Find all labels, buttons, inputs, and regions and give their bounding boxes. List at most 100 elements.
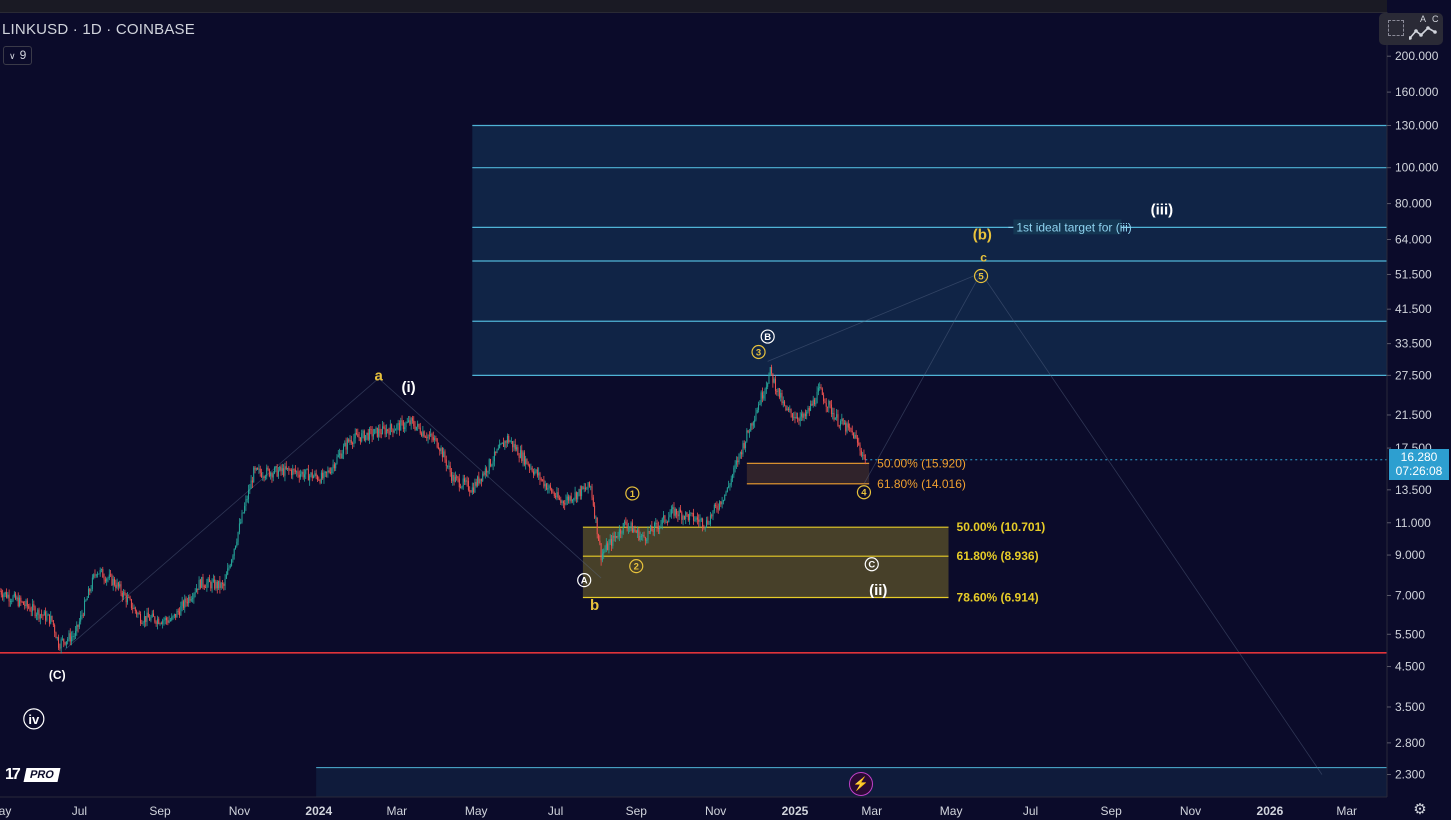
- indicators-toggle-button[interactable]: ∨ 9: [3, 46, 33, 65]
- candle-body: [214, 579, 216, 589]
- candle-body: [800, 413, 802, 417]
- price-tick-label: 27.500: [1395, 368, 1432, 382]
- candle-body: [569, 496, 571, 501]
- candle-body: [720, 501, 722, 505]
- candle-body: [48, 614, 50, 624]
- candle-body: [263, 476, 265, 478]
- candle-body: [162, 620, 164, 624]
- candle-body: [43, 611, 45, 616]
- candle-body: [300, 474, 302, 478]
- candle-body: [160, 623, 162, 625]
- wave-label-circle: [23, 708, 45, 730]
- candle-body: [413, 420, 415, 427]
- candle-body: [685, 512, 687, 519]
- tradingview-logo[interactable]: 17 PRO: [5, 766, 61, 784]
- candle-body: [847, 423, 849, 428]
- candle-body: [752, 422, 754, 426]
- candle-body: [778, 388, 780, 398]
- candle-body: [577, 492, 579, 500]
- candle-body: [799, 416, 801, 421]
- candle-body: [320, 472, 322, 483]
- lightning-icon[interactable]: ⚡: [849, 772, 873, 796]
- candle-body: [854, 434, 856, 439]
- candle-body: [859, 444, 861, 451]
- candle-body: [690, 512, 692, 514]
- candle-body: [470, 491, 472, 493]
- candle-body: [233, 548, 235, 556]
- candle-body: [13, 593, 15, 597]
- candle-body: [558, 498, 560, 500]
- candle-body: [596, 517, 598, 535]
- candle-body: [150, 617, 152, 621]
- candle-body: [621, 533, 623, 534]
- candle-body: [71, 636, 73, 642]
- candle-body: [168, 620, 170, 623]
- candle-body: [244, 505, 246, 513]
- candle-body: [527, 464, 529, 466]
- candle-body: [322, 472, 324, 479]
- candle-body: [424, 437, 426, 438]
- candle-body: [123, 591, 125, 598]
- candle-body: [514, 444, 516, 450]
- candle-body: [29, 607, 31, 611]
- candle-body: [249, 488, 251, 490]
- candle-body: [93, 574, 95, 578]
- candle-body: [205, 587, 207, 589]
- candle-body: [56, 637, 58, 639]
- candle-body: [218, 580, 220, 589]
- candle-body: [473, 487, 475, 493]
- wave-label: a: [374, 367, 383, 384]
- candle-body: [107, 577, 109, 579]
- candle-body: [336, 456, 338, 464]
- candle-body: [774, 378, 776, 392]
- candle-body: [301, 472, 303, 475]
- candle-body: [564, 503, 566, 505]
- candle-body: [100, 569, 102, 570]
- candle-body: [549, 485, 551, 489]
- candle-body: [72, 636, 74, 637]
- candle-body: [730, 478, 732, 485]
- candle-body: [125, 595, 127, 603]
- candle-body: [456, 476, 458, 478]
- target-label: 1st ideal target for (iii): [1016, 220, 1131, 234]
- candle-body: [635, 531, 637, 533]
- candle-body: [186, 602, 188, 604]
- candle-body: [465, 480, 467, 482]
- candle-body: [851, 431, 853, 433]
- candle-body: [305, 469, 307, 475]
- auto-scale-button[interactable]: A C: [1379, 13, 1443, 45]
- candle-body: [319, 479, 321, 483]
- labels-layer: 50.00% (10.701) 61.80% (8.936) 78.60% (6.9…: [23, 202, 1173, 730]
- candle-body: [409, 420, 411, 425]
- candle-body: [747, 430, 749, 433]
- wave-label-circle: [577, 573, 592, 588]
- candle-body: [853, 432, 855, 439]
- candle-body: [700, 518, 702, 520]
- candle-body: [354, 433, 356, 439]
- candle-body: [119, 584, 121, 587]
- candle-body: [67, 639, 69, 642]
- candle-body: [846, 423, 848, 432]
- candle-body: [439, 448, 441, 452]
- candle-body: [497, 448, 499, 450]
- candle-body: [444, 451, 446, 460]
- candle-body: [361, 433, 363, 442]
- settings-gear-icon[interactable]: ⚙: [1413, 801, 1427, 818]
- candle-body: [661, 518, 663, 525]
- candle-body: [750, 423, 752, 432]
- candle-body: [17, 597, 19, 607]
- candle-body: [810, 403, 812, 411]
- wave-guide-line: [863, 272, 982, 485]
- candle-body: [259, 468, 261, 473]
- candle-body: [391, 424, 393, 429]
- candle-body: [371, 429, 373, 437]
- candle-body: [275, 466, 277, 468]
- candle-body: [638, 529, 640, 540]
- candle-body: [789, 409, 791, 411]
- candle-body: [815, 403, 817, 405]
- candle-body: [521, 450, 523, 462]
- candle-body: [862, 454, 864, 456]
- candle-body: [573, 498, 575, 500]
- candle-body: [467, 481, 469, 491]
